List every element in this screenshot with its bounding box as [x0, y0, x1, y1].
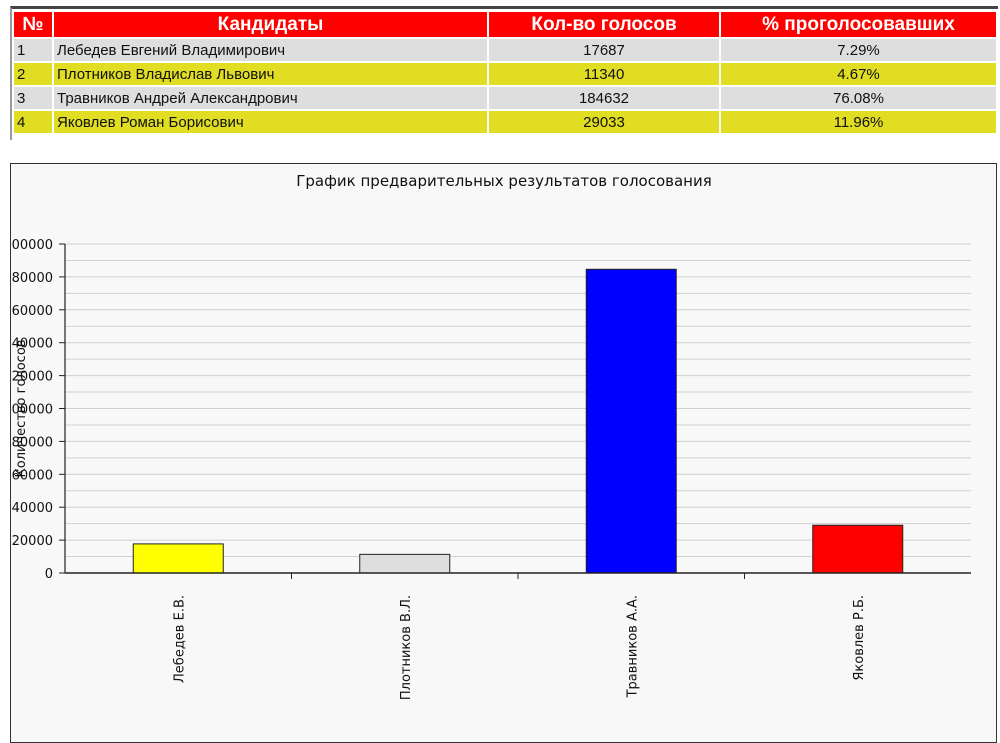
y-tick-label: 80000	[12, 435, 53, 450]
cell-number: 4	[14, 111, 52, 133]
chart-panel: График предварительных результатов голос…	[10, 163, 997, 743]
y-tick-label: 160000	[11, 304, 53, 319]
y-axis-label: Количество голосов	[14, 340, 29, 478]
cell-candidate: Яковлев Роман Борисович	[54, 111, 487, 133]
cell-candidate: Лебедев Евгений Владимирович	[54, 39, 487, 61]
x-category-label: Лебедев Е.В.	[172, 595, 187, 683]
x-category-label: Яковлев Р.Б.	[852, 595, 867, 681]
chart-gridlines	[65, 243, 971, 574]
y-tick-label: 60000	[12, 468, 53, 483]
results-table-container: № Кандидаты Кол-во голосов % проголосова…	[10, 6, 998, 140]
cell-votes: 184632	[489, 87, 719, 109]
y-tick-label: 0	[45, 567, 53, 582]
y-tick-label: 20000	[12, 534, 53, 549]
x-axis-categories: Лебедев Е.В. Плотников В.Л. Травников А.А.…	[172, 595, 867, 700]
bar-3	[585, 268, 677, 574]
cell-percent: 11.96%	[721, 111, 996, 133]
table-row: 1 Лебедев Евгений Владимирович 17687 7.2…	[14, 39, 996, 61]
header-number: №	[14, 12, 52, 37]
bar-1	[132, 543, 224, 574]
votes-bar-chart: График предварительных результатов голос…	[11, 172, 971, 700]
y-tick-label: 120000	[11, 370, 53, 385]
results-table: № Кандидаты Кол-во голосов % проголосова…	[12, 10, 998, 135]
cell-votes: 29033	[489, 111, 719, 133]
cell-percent: 76.08%	[721, 87, 996, 109]
cell-number: 2	[14, 63, 52, 85]
y-tick-label: 100000	[11, 403, 53, 418]
header-candidates: Кандидаты	[54, 12, 487, 37]
cell-votes: 11340	[489, 63, 719, 85]
bar-4	[812, 524, 904, 574]
table-row: 4 Яковлев Роман Борисович 29033 11.96%	[14, 111, 996, 133]
y-tick-label: 40000	[12, 501, 53, 516]
chart-bars	[132, 268, 904, 574]
cell-candidate: Травников Андрей Александрович	[54, 87, 487, 109]
cell-percent: 7.29%	[721, 39, 996, 61]
chart-title: График предварительных результатов голос…	[296, 172, 712, 190]
cell-votes: 17687	[489, 39, 719, 61]
x-category-label: Плотников В.Л.	[399, 595, 414, 700]
table-row: 2 Плотников Владислав Львович 11340 4.67…	[14, 63, 996, 85]
y-tick-label: 180000	[11, 271, 53, 286]
y-tick-label: 140000	[11, 337, 53, 352]
cell-candidate: Плотников Владислав Львович	[54, 63, 487, 85]
cell-percent: 4.67%	[721, 63, 996, 85]
bar-2	[359, 553, 451, 574]
cell-number: 3	[14, 87, 52, 109]
x-category-label: Травников А.А.	[625, 595, 640, 698]
header-percent: % проголосовавших	[721, 12, 996, 37]
table-row: 3 Травников Андрей Александрович 184632 …	[14, 87, 996, 109]
header-votes: Кол-во голосов	[489, 12, 719, 37]
table-header-row: № Кандидаты Кол-во голосов % проголосова…	[14, 12, 996, 37]
cell-number: 1	[14, 39, 52, 61]
y-tick-label: 200000	[11, 238, 53, 253]
y-axis-ticks: 0 20000 40000 60000 80000 100000 120000 140000 1…	[11, 238, 65, 582]
